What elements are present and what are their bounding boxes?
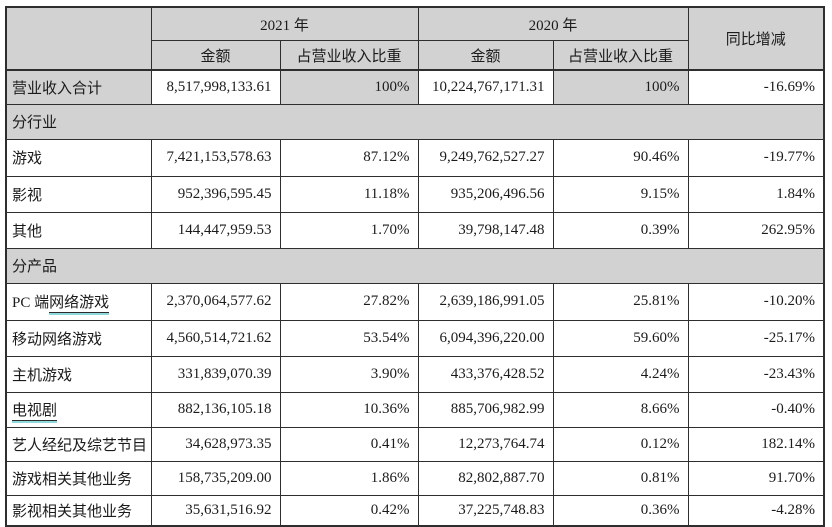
- amount-2021-cell: 144,447,959.53: [150, 211, 281, 249]
- share-2021-cell: 0.41%: [279, 426, 419, 462]
- yoy-cell: -19.77%: [687, 138, 825, 177]
- row-label-cell: 游戏: [5, 138, 152, 177]
- yoy-cell: 182.14%: [687, 426, 825, 462]
- amount-2020-cell: 433,376,428.52: [417, 355, 554, 393]
- share-2020-cell: 25.81%: [552, 282, 689, 321]
- share-2021-cell: 1.86%: [279, 460, 419, 496]
- row-label-underlined: 网络游戏: [49, 295, 110, 313]
- amount-2021-cell: 952,396,595.45: [150, 175, 281, 213]
- table-row: 影视 952,396,595.45 11.18% 935,206,496.56 9.15…: [5, 175, 825, 213]
- share-2021-cell: 1.70%: [279, 211, 419, 249]
- amount-2020-cell: 6,094,396,220.00: [417, 319, 554, 357]
- amount-2020-cell: 12,273,764.74: [417, 426, 554, 462]
- table-row: PC 端网络游戏 2,370,064,577.62 27.82% 2,639,186,…: [5, 282, 825, 321]
- table-row: 其他 144,447,959.53 1.70% 39,798,147.48 0.39% 2…: [5, 211, 825, 249]
- yoy-cell: 262.95%: [687, 211, 825, 249]
- share-2020-cell: 0.39%: [552, 211, 689, 249]
- share-2021-cell: 0.42%: [279, 494, 419, 527]
- section-label: 分行业: [5, 103, 825, 140]
- table-row: 游戏相关其他业务 158,735,209.00 1.86% 82,802,887.70…: [5, 460, 825, 496]
- share-2021-cell: 11.18%: [279, 175, 419, 213]
- section-row: 分产品: [5, 247, 825, 284]
- row-label-cell: 主机游戏: [5, 355, 152, 393]
- yoy-cell: -25.17%: [687, 319, 825, 357]
- share-2021-cell: 3.90%: [279, 355, 419, 393]
- year-2021-header: 2021 年: [150, 6, 419, 41]
- table-row: 艺人经纪及综艺节目 34,628,973.35 0.41% 12,273,764.74…: [5, 426, 825, 462]
- share-2020-cell: 100%: [552, 69, 689, 105]
- section-label: 分产品: [5, 247, 825, 284]
- amount-2020-cell: 2,639,186,991.05: [417, 282, 554, 321]
- amount-2021-cell: 4,560,514,721.62: [150, 319, 281, 357]
- amount-2020-cell: 82,802,887.70: [417, 460, 554, 496]
- row-label-cell: 营业收入合计: [5, 69, 152, 105]
- row-label-cell: 艺人经纪及综艺节目: [5, 426, 152, 462]
- revenue-breakdown-table: 2021 年 2020 年 同比增减 金额 占营业收入比重 金额 占营业收入比重…: [5, 6, 826, 527]
- amount-2021-cell: 2,370,064,577.62: [150, 282, 281, 321]
- amount-2020-cell: 37,225,748.83: [417, 494, 554, 527]
- amount-2021-cell: 34,628,973.35: [150, 426, 281, 462]
- amount-2021-cell: 882,136,105.18: [150, 391, 281, 428]
- yoy-cell: -16.69%: [687, 69, 825, 105]
- amount-2020-cell: 10,224,767,171.31: [417, 69, 554, 105]
- share-2021-cell: 100%: [279, 69, 419, 105]
- share-2021-cell: 87.12%: [279, 138, 419, 177]
- share-2020-cell: 9.15%: [552, 175, 689, 213]
- share-2020-cell: 0.36%: [552, 494, 689, 527]
- row-label-cell: 影视: [5, 175, 152, 213]
- row-label-underlined: 电视剧: [12, 403, 58, 421]
- share-2021-cell: 27.82%: [279, 282, 419, 321]
- yoy-cell: -23.43%: [687, 355, 825, 393]
- share-2020-cell: 59.60%: [552, 319, 689, 357]
- share-2020-header: 占营业收入比重: [552, 40, 689, 71]
- section-row: 分行业: [5, 103, 825, 140]
- table-row: 影视相关其他业务 35,631,516.92 0.42% 37,225,748.83 0…: [5, 494, 825, 527]
- year-2020-header: 2020 年: [417, 6, 689, 41]
- table-row: 游戏 7,421,153,578.63 87.12% 9,249,762,527.27…: [5, 138, 825, 177]
- row-label-cell: 电视剧: [5, 391, 152, 428]
- yoy-cell: -4.28%: [687, 494, 825, 527]
- table-row: 营业收入合计 8,517,998,133.61 100% 10,224,767,171…: [5, 69, 825, 105]
- amount-2020-cell: 39,798,147.48: [417, 211, 554, 249]
- row-label-prefix: PC 端: [12, 295, 50, 311]
- yoy-cell: 91.70%: [687, 460, 825, 496]
- row-label-cell: 其他: [5, 211, 152, 249]
- yoy-cell: 1.84%: [687, 175, 825, 213]
- table-row: 电视剧 882,136,105.18 10.36% 885,706,982.99 8.6…: [5, 391, 825, 428]
- table-row: 移动网络游戏 4,560,514,721.62 53.54% 6,094,396,22…: [5, 319, 825, 357]
- corner-cell: [5, 6, 152, 71]
- amount-2020-cell: 9,249,762,527.27: [417, 138, 554, 177]
- amount-2020-header: 金额: [417, 40, 554, 71]
- amount-2021-header: 金额: [150, 40, 281, 71]
- row-label-cell: 影视相关其他业务: [5, 494, 152, 527]
- share-2021-cell: 53.54%: [279, 319, 419, 357]
- amount-2021-cell: 158,735,209.00: [150, 460, 281, 496]
- amount-2020-cell: 935,206,496.56: [417, 175, 554, 213]
- share-2020-cell: 0.81%: [552, 460, 689, 496]
- amount-2021-cell: 35,631,516.92: [150, 494, 281, 527]
- yoy-header: 同比增减: [687, 6, 825, 71]
- share-2021-cell: 10.36%: [279, 391, 419, 428]
- table-body: 营业收入合计 8,517,998,133.61 100% 10,224,767,171…: [5, 69, 825, 527]
- yoy-cell: -0.40%: [687, 391, 825, 428]
- row-label-cell: 移动网络游戏: [5, 319, 152, 357]
- amount-2021-cell: 331,839,070.39: [150, 355, 281, 393]
- row-label-cell: 游戏相关其他业务: [5, 460, 152, 496]
- table-row: 主机游戏 331,839,070.39 3.90% 433,376,428.52 4.2…: [5, 355, 825, 393]
- row-label-cell: PC 端网络游戏: [5, 282, 152, 321]
- amount-2020-cell: 885,706,982.99: [417, 391, 554, 428]
- amount-2021-cell: 8,517,998,133.61: [150, 69, 281, 105]
- yoy-cell: -10.20%: [687, 282, 825, 321]
- share-2020-cell: 90.46%: [552, 138, 689, 177]
- table-header: 2021 年 2020 年 同比增减 金额 占营业收入比重 金额 占营业收入比重: [5, 6, 825, 71]
- share-2020-cell: 0.12%: [552, 426, 689, 462]
- share-2020-cell: 4.24%: [552, 355, 689, 393]
- share-2021-header: 占营业收入比重: [279, 40, 419, 71]
- share-2020-cell: 8.66%: [552, 391, 689, 428]
- amount-2021-cell: 7,421,153,578.63: [150, 138, 281, 177]
